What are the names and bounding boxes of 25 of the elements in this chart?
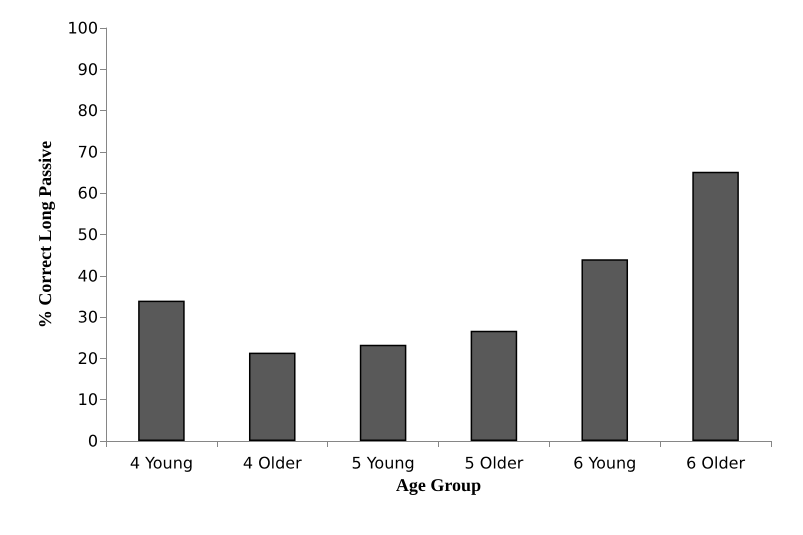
x-tick-label: 6 Young: [573, 454, 636, 472]
bar: [360, 344, 406, 441]
x-tick-label: 5 Young: [352, 454, 415, 472]
x-tick-label: 6 Older: [686, 454, 746, 472]
bar: [581, 259, 628, 441]
y-tick-label: 50: [78, 225, 98, 244]
x-tick-label: 4 Older: [242, 454, 302, 472]
y-axis-title: % Correct Long Passive: [35, 140, 55, 328]
bar: [248, 352, 296, 441]
bar: [470, 330, 518, 441]
y-tick-label: 90: [78, 60, 98, 79]
y-tick-label: 60: [78, 184, 98, 203]
y-tick-label: 80: [78, 101, 98, 120]
bar: [692, 172, 739, 441]
y-tick-label: 40: [78, 266, 98, 286]
y-tick-label: 30: [78, 308, 98, 327]
x-axis-title: Age Group: [396, 474, 482, 495]
y-tick-label: 20: [78, 348, 98, 368]
y-tick-label: 100: [67, 18, 98, 38]
bar: [138, 300, 185, 441]
y-tick-label: 0: [88, 432, 98, 450]
x-tick-label: 4 Young: [130, 454, 193, 472]
x-tick-label: 5 Older: [464, 454, 524, 472]
y-tick-label: 10: [78, 390, 98, 410]
y-tick-label: 70: [78, 142, 98, 162]
